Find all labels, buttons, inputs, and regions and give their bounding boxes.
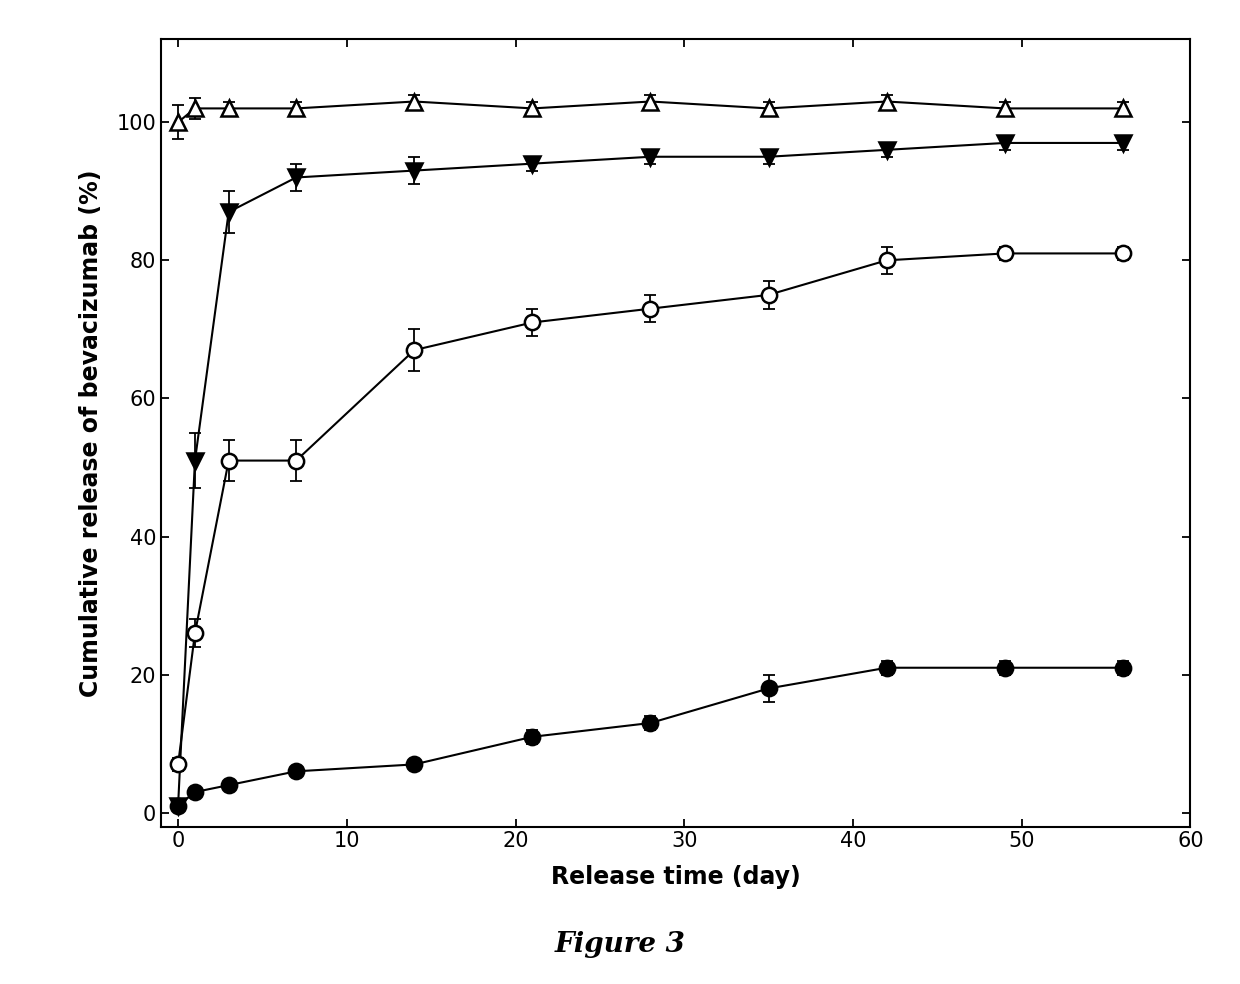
- Y-axis label: Cumulative release of bevacizumab (%): Cumulative release of bevacizumab (%): [78, 169, 103, 697]
- X-axis label: Release time (day): Release time (day): [551, 865, 801, 890]
- Text: Figure 3: Figure 3: [554, 931, 686, 958]
